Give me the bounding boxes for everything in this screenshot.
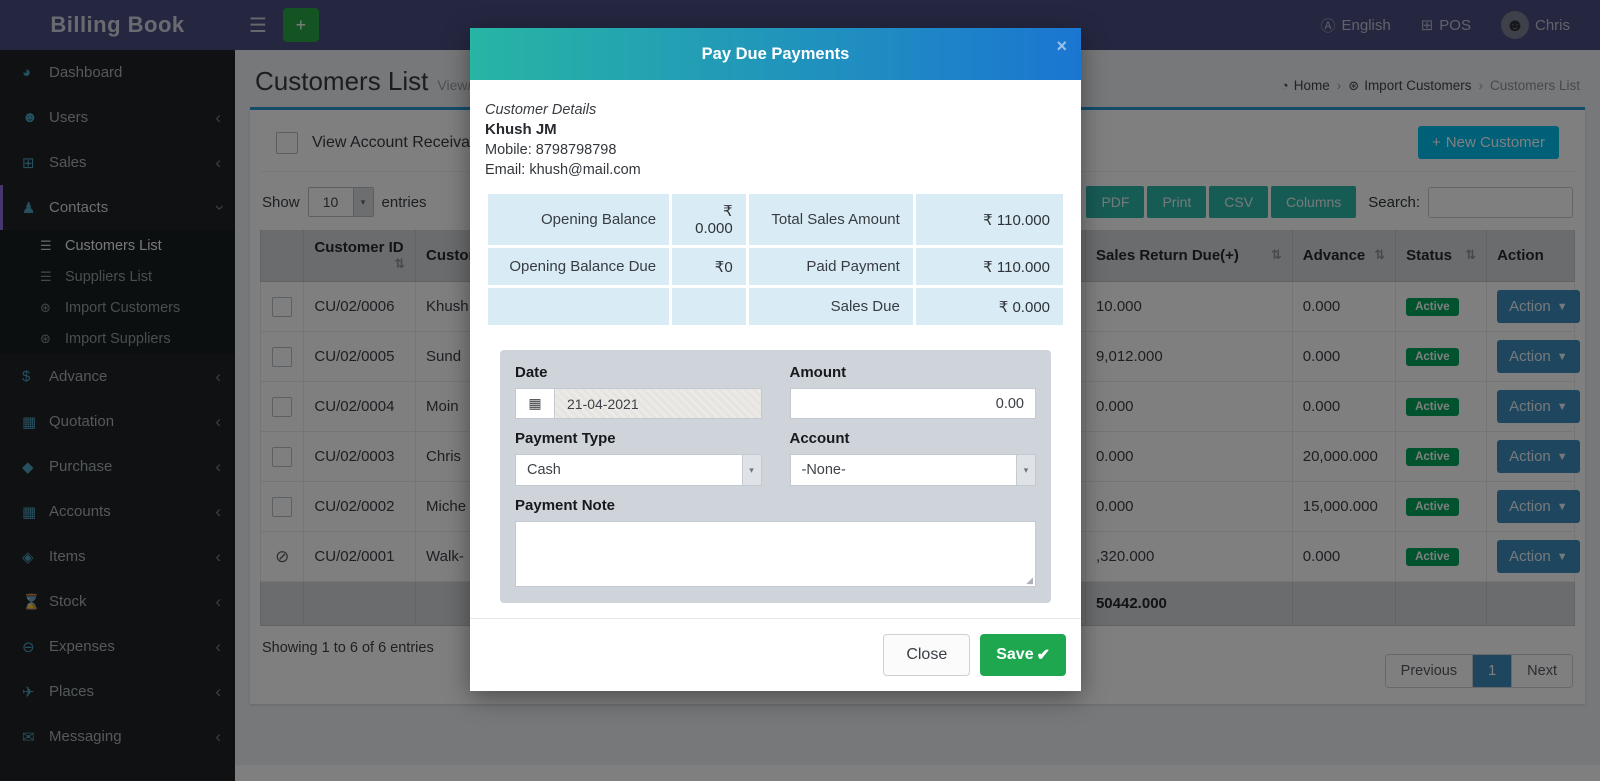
payment-note-label: Payment Note [515, 497, 616, 514]
modal-header: Pay Due Payments × [470, 28, 1081, 80]
summary-label: Total Sales Amount [748, 194, 913, 245]
date-label: Date [515, 364, 548, 381]
chevron-down-icon: ▾ [741, 455, 761, 485]
summary-value: ₹ 0.000 [672, 194, 746, 245]
summary-label: Opening Balance [488, 194, 670, 245]
customer-email: Email: khush@mail.com [485, 162, 641, 178]
summary-label: Paid Payment [748, 248, 913, 285]
summary-value: ₹ 110.000 [915, 194, 1063, 245]
close-icon[interactable]: × [1056, 36, 1067, 56]
customer-mobile: Mobile: 8798798798 [485, 142, 617, 158]
payment-type-label: Payment Type [515, 430, 616, 447]
summary-row: Opening Balance ₹ 0.000 Total Sales Amou… [488, 194, 1063, 245]
check-icon: ✔ [1036, 647, 1050, 664]
resize-handle[interactable]: ◢ [1026, 575, 1033, 585]
summary-value: ₹ 110.000 [915, 248, 1063, 285]
summary-label [488, 288, 670, 325]
modal-title: Pay Due Payments [701, 44, 850, 63]
modal-footer: Close Save ✔ [470, 618, 1081, 691]
summary-row: Opening Balance Due ₹0 Paid Payment ₹ 11… [488, 248, 1063, 285]
modal-body: Customer Details Khush JM Mobile: 879879… [470, 80, 1081, 618]
close-button[interactable]: Close [883, 634, 971, 676]
payment-note-textarea[interactable]: ◢ [515, 521, 1036, 587]
save-button[interactable]: Save ✔ [980, 634, 1066, 676]
summary-value [672, 288, 746, 325]
chevron-down-icon: ▾ [1016, 455, 1035, 485]
summary-label: Opening Balance Due [488, 248, 670, 285]
customer-details-heading: Customer Details [485, 102, 597, 118]
date-field[interactable]: 21-04-2021 [555, 388, 762, 419]
summary-value: ₹0 [672, 248, 746, 285]
account-select[interactable]: -None- ▾ [789, 454, 1036, 486]
customer-name: Khush JM [485, 121, 557, 138]
account-value: -None- [801, 462, 846, 478]
balance-summary-table: Opening Balance ₹ 0.000 Total Sales Amou… [485, 191, 1066, 328]
summary-row: Sales Due ₹ 0.000 [488, 288, 1063, 325]
summary-value: ₹ 0.000 [915, 288, 1063, 325]
pay-due-payments-modal: Pay Due Payments × Customer Details Khus… [470, 28, 1081, 691]
payment-form: Date ▦ 21-04-2021 Amount 0.00 Payment Ty… [500, 350, 1051, 603]
amount-field[interactable]: 0.00 [789, 388, 1036, 419]
calendar-icon[interactable]: ▦ [515, 388, 555, 419]
summary-label: Sales Due [748, 288, 913, 325]
account-label: Account [789, 430, 850, 447]
payment-type-select[interactable]: Cash ▾ [515, 454, 762, 486]
amount-label: Amount [789, 364, 847, 381]
payment-type-value: Cash [527, 462, 561, 478]
